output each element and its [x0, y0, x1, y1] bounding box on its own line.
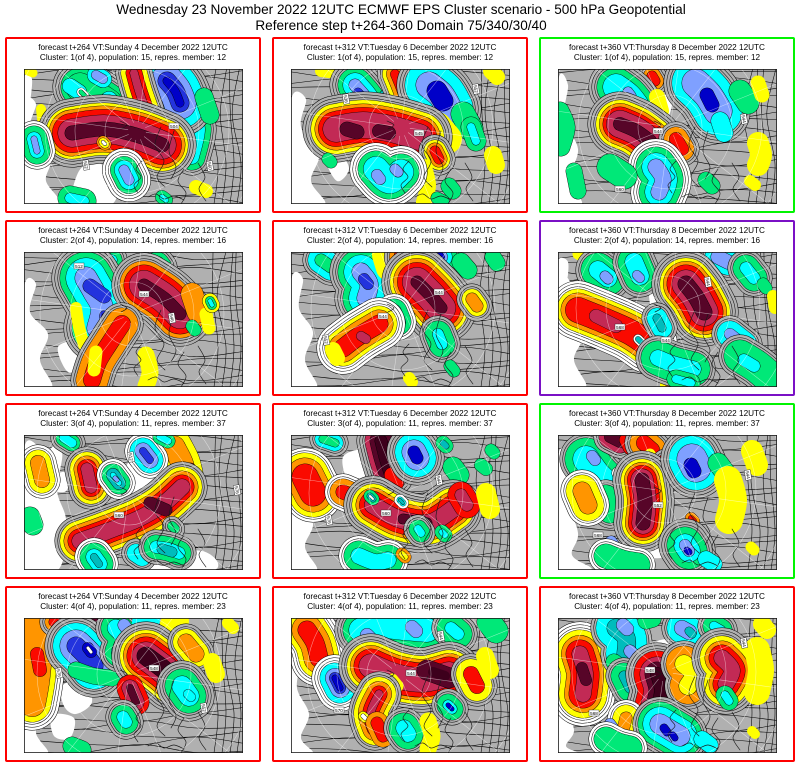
svg-text:552: 552 — [654, 503, 662, 508]
svg-text:552: 552 — [322, 336, 328, 345]
svg-text:576: 576 — [233, 486, 239, 495]
svg-text:536: 536 — [342, 95, 348, 104]
svg-text:560: 560 — [115, 513, 123, 518]
svg-text:548: 548 — [150, 666, 158, 671]
svg-text:544: 544 — [379, 314, 387, 319]
svg-text:576: 576 — [55, 669, 61, 678]
svg-text:552: 552 — [472, 85, 478, 94]
svg-text:545: 545 — [415, 131, 423, 136]
svg-text:544: 544 — [437, 632, 443, 641]
svg-text:568: 568 — [616, 325, 624, 330]
svg-text:560: 560 — [616, 187, 624, 192]
svg-text:552: 552 — [82, 161, 88, 170]
svg-text:568: 568 — [594, 533, 602, 538]
svg-text:544: 544 — [435, 290, 443, 295]
svg-text:544: 544 — [654, 129, 662, 134]
svg-text:560: 560 — [382, 511, 390, 516]
svg-text:546: 546 — [168, 314, 174, 323]
svg-text:570: 570 — [335, 708, 343, 713]
svg-text:544: 544 — [140, 292, 148, 297]
svg-text:512: 512 — [127, 453, 133, 462]
svg-text:504: 504 — [170, 124, 178, 129]
svg-text:544: 544 — [407, 671, 415, 676]
svg-text:552: 552 — [200, 704, 206, 713]
svg-text:512: 512 — [75, 264, 83, 269]
svg-text:568: 568 — [590, 711, 598, 716]
svg-text:544: 544 — [740, 115, 746, 124]
svg-text:560: 560 — [206, 162, 212, 171]
svg-text:576: 576 — [325, 516, 331, 525]
svg-text:544: 544 — [744, 471, 750, 480]
svg-text:544: 544 — [704, 278, 710, 287]
svg-text:548: 548 — [646, 668, 654, 673]
svg-text:544: 544 — [740, 639, 746, 648]
svg-text:544: 544 — [435, 476, 441, 485]
svg-text:544: 544 — [662, 338, 670, 343]
